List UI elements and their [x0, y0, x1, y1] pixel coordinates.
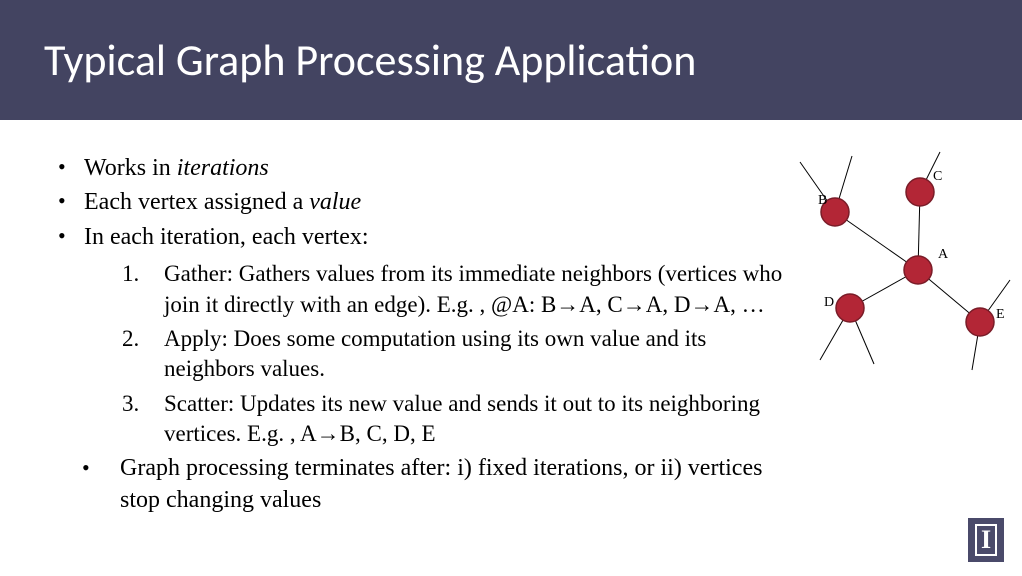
graph-diagram: B C D A E [790, 150, 1020, 380]
title-bar: Typical Graph Processing Application [0, 0, 1022, 120]
logo-letter: I [975, 524, 997, 557]
svg-text:C: C [933, 169, 942, 184]
bullet-item: Graph processing terminates after: i) fi… [54, 453, 794, 516]
bullet-item: Each vertex assigned a value [54, 186, 794, 218]
bullet-em: value [309, 189, 361, 215]
step-text: Scatter: Updates its new value and sends… [164, 389, 794, 450]
main-bullets: Works in iterations Each vertex assigned… [54, 152, 794, 253]
step-item: 2. Apply: Does some computation using it… [118, 324, 794, 385]
numbered-steps: 1. Gather: Gathers values from its immed… [118, 259, 794, 449]
bullet-item: Works in iterations [54, 152, 794, 184]
svg-text:E: E [996, 307, 1005, 322]
content-area: Works in iterations Each vertex assigned… [54, 152, 794, 517]
bullet-text: Works in [84, 155, 177, 181]
bullet-text: Each vertex assigned a [84, 189, 309, 215]
step-text: Gather: Gathers values from its immediat… [164, 259, 794, 320]
step-number: 3. [118, 389, 164, 450]
svg-text:B: B [818, 193, 827, 208]
svg-text:D: D [824, 295, 834, 310]
step-number: 2. [118, 324, 164, 385]
step-item: 3. Scatter: Updates its new value and se… [118, 389, 794, 450]
step-number: 1. [118, 259, 164, 320]
bullet-item: In each iteration, each vertex: [54, 221, 794, 253]
bullet-em: iterations [177, 155, 269, 181]
slide-title: Typical Graph Processing Application [44, 33, 696, 87]
final-bullet: Graph processing terminates after: i) fi… [54, 453, 794, 516]
bullet-text: Graph processing terminates after: i) fi… [120, 455, 762, 513]
step-item: 1. Gather: Gathers values from its immed… [118, 259, 794, 320]
step-text: Apply: Does some computation using its o… [164, 324, 794, 385]
bullet-text: In each iteration, each vertex: [84, 224, 369, 250]
svg-text:A: A [938, 247, 949, 262]
illinois-logo: I [968, 518, 1004, 562]
